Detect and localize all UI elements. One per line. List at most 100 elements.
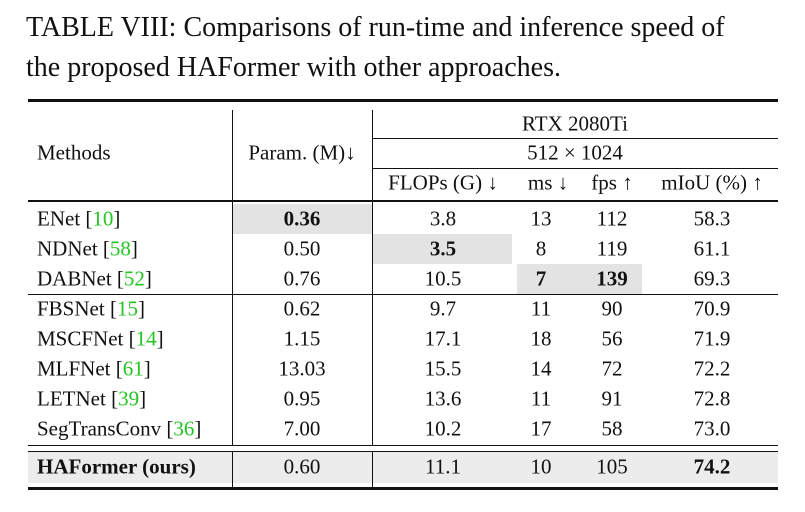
data-cell: 139 <box>596 266 628 291</box>
data-cell: 58.3 <box>693 206 731 231</box>
citation[interactable]: [10] <box>85 206 121 231</box>
method-cell: NDNet [58] <box>37 237 138 262</box>
method-name: FBSNet <box>37 296 105 321</box>
method-cell: SegTransConv [36] <box>37 417 201 442</box>
data-cell: 8 <box>535 236 547 261</box>
method-name: MLFNet <box>37 356 111 381</box>
row-highlight <box>28 452 778 483</box>
header-cell: 512 × 1024 <box>527 140 623 165</box>
data-cell: 71.9 <box>693 326 731 351</box>
method-name: SegTransConv <box>37 416 162 441</box>
rule <box>28 445 778 446</box>
method-name: DABNet <box>37 266 112 291</box>
cell-highlight <box>233 204 372 234</box>
data-cell: 61.1 <box>693 236 731 261</box>
data-cell: 11 <box>530 296 552 321</box>
data-cell: 1.15 <box>283 326 321 351</box>
method-name: ENet <box>37 206 81 231</box>
rule <box>28 99 778 102</box>
method-name: LETNet <box>37 386 106 411</box>
data-cell: 13.03 <box>278 356 326 381</box>
citation[interactable]: [52] <box>116 266 152 291</box>
data-cell: 17 <box>530 416 552 441</box>
data-cell: 72.8 <box>693 386 731 411</box>
data-cell: 10.5 <box>424 266 462 291</box>
rule <box>372 138 778 139</box>
data-cell: 9.7 <box>429 296 457 321</box>
data-cell: 56 <box>601 326 623 351</box>
data-cell: 7.00 <box>283 416 321 441</box>
data-cell: 91 <box>601 386 623 411</box>
data-cell: 14 <box>530 356 552 381</box>
rule <box>372 168 778 169</box>
data-cell: 72.2 <box>693 356 731 381</box>
citation[interactable]: [39] <box>111 386 147 411</box>
method-name: HAFormer (ours) <box>37 454 196 479</box>
rule <box>28 294 778 295</box>
data-cell: 105 <box>596 454 628 479</box>
data-cell: 0.76 <box>283 266 321 291</box>
header-cell: fps ↑ <box>591 170 633 195</box>
data-cell: 0.50 <box>283 236 321 261</box>
data-cell: 10.2 <box>424 416 462 441</box>
cell-highlight <box>517 264 642 294</box>
data-cell: 58 <box>601 416 623 441</box>
caption-line: TABLE VIII: Comparisons of run-time and … <box>26 12 725 44</box>
data-cell: 0.95 <box>283 386 321 411</box>
method-cell: MSCFNet [14] <box>37 327 164 352</box>
citation[interactable]: [58] <box>102 236 138 261</box>
header-cell: Param. (M)↓ <box>248 140 356 165</box>
header-cell: RTX 2080Ti <box>522 111 628 136</box>
header-cell: ms ↓ <box>527 170 569 195</box>
data-cell: 17.1 <box>424 326 462 351</box>
data-cell: 3.8 <box>429 206 457 231</box>
data-cell: 112 <box>596 206 628 231</box>
citation[interactable]: [61] <box>115 356 151 381</box>
rule <box>28 487 778 490</box>
method-cell: DABNet [52] <box>37 267 152 292</box>
citation[interactable]: [14] <box>128 326 164 351</box>
cell-highlight <box>373 234 512 264</box>
method-name: NDNet <box>37 236 98 261</box>
method-cell: ENet [10] <box>37 207 120 232</box>
caption-text: the proposed HAFormer with other approac… <box>26 52 561 83</box>
data-cell: 11 <box>530 386 552 411</box>
method-cell: LETNet [39] <box>37 387 146 412</box>
header-cell: mIoU (%) ↑ <box>661 170 763 195</box>
data-cell: 10 <box>530 454 552 479</box>
data-cell: 90 <box>601 296 623 321</box>
data-cell: 3.5 <box>429 236 457 261</box>
rule <box>232 452 233 487</box>
rule <box>28 451 778 452</box>
rule <box>372 110 373 445</box>
method-cell: FBSNet [15] <box>37 297 145 322</box>
citation[interactable]: [36] <box>166 416 202 441</box>
data-cell: 11.1 <box>425 454 461 479</box>
caption-label: TABLE VIII: <box>26 12 177 43</box>
data-cell: 18 <box>530 326 552 351</box>
header-cell: Methods <box>37 140 111 165</box>
data-cell: 0.62 <box>283 296 321 321</box>
data-cell: 0.36 <box>283 206 321 231</box>
method-cell: HAFormer (ours) <box>37 455 196 480</box>
data-cell: 119 <box>596 236 628 261</box>
caption-text: Comparisons of run-time and inference sp… <box>183 12 725 43</box>
rule <box>232 110 233 445</box>
data-cell: 73.0 <box>693 416 731 441</box>
method-name: MSCFNet <box>37 326 124 351</box>
rule <box>372 452 373 487</box>
citation[interactable]: [15] <box>109 296 145 321</box>
method-cell: MLFNet [61] <box>37 357 151 382</box>
data-cell: 13.6 <box>424 386 462 411</box>
data-cell: 13 <box>530 206 552 231</box>
rule <box>28 200 778 202</box>
data-cell: 15.5 <box>424 356 462 381</box>
data-cell: 70.9 <box>693 296 731 321</box>
data-cell: 0.60 <box>283 454 321 479</box>
data-cell: 74.2 <box>693 454 731 479</box>
header-cell: FLOPs (G) ↓ <box>388 170 498 195</box>
data-cell: 72 <box>601 356 623 381</box>
data-cell: 7 <box>535 266 547 291</box>
data-cell: 69.3 <box>693 266 731 291</box>
